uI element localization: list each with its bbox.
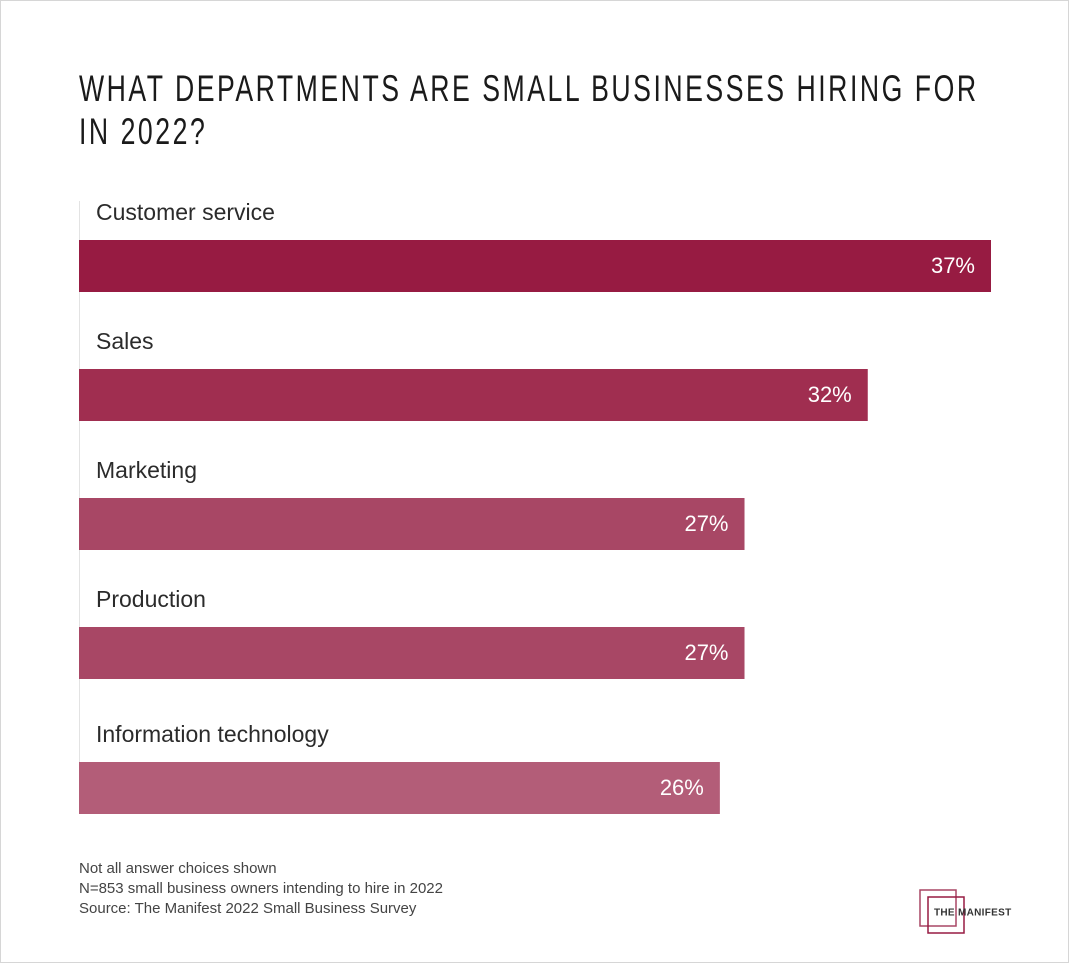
footnote: Source: The Manifest 2022 Small Business… [79, 900, 417, 917]
bar [79, 627, 745, 679]
category-label: Marketing [96, 457, 197, 483]
chart-title: WHAT DEPARTMENTS ARE SMALL BUSINESSES HI… [79, 68, 979, 152]
bar [79, 762, 720, 814]
value-label: 37% [931, 253, 975, 278]
footnote: N=853 small business owners intending to… [79, 880, 443, 897]
bar [79, 498, 745, 550]
category-label: Sales [96, 328, 154, 354]
category-label: Production [96, 586, 206, 612]
bar [79, 369, 868, 421]
value-label: 26% [660, 775, 704, 800]
value-label: 27% [684, 511, 728, 536]
category-label: Customer service [96, 199, 275, 225]
logo-square [919, 889, 957, 927]
value-label: 32% [808, 382, 852, 407]
logo-text: THE MANIFEST [934, 908, 1012, 919]
category-label: Information technology [96, 721, 329, 747]
footnote: Not all answer choices shown [79, 860, 277, 877]
logo-square [927, 896, 965, 934]
value-label: 27% [684, 640, 728, 665]
bar [79, 240, 991, 292]
